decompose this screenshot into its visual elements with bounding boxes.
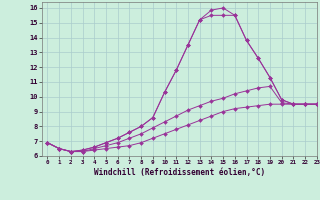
X-axis label: Windchill (Refroidissement éolien,°C): Windchill (Refroidissement éolien,°C)	[94, 168, 265, 177]
